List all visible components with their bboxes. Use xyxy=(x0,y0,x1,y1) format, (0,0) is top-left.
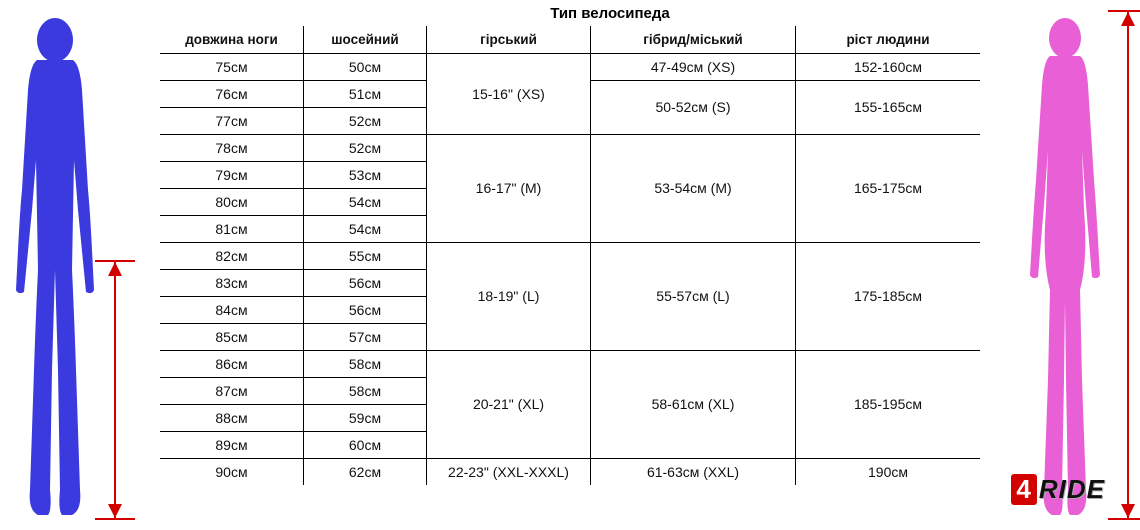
cell-leg: 80см xyxy=(160,188,304,215)
cell-mountain: 15-16" (XS) xyxy=(427,53,591,134)
cell-leg: 87см xyxy=(160,377,304,404)
table-title: Тип велосипеда xyxy=(240,5,980,22)
female-silhouette xyxy=(1020,10,1110,520)
cell-road: 58см xyxy=(304,350,427,377)
header-mountain: гірський xyxy=(427,26,591,53)
cell-road: 56см xyxy=(304,296,427,323)
cell-leg: 89см xyxy=(160,431,304,458)
cell-road: 52см xyxy=(304,134,427,161)
header-height: ріст людини xyxy=(796,26,981,53)
cell-leg: 81см xyxy=(160,215,304,242)
header-leg: довжина ноги xyxy=(160,26,304,53)
table-header-row: довжина ноги шосейний гірський гібрид/мі… xyxy=(160,26,980,53)
cell-leg: 79см xyxy=(160,161,304,188)
cell-leg: 75см xyxy=(160,53,304,80)
cell-mountain: 20-21" (XL) xyxy=(427,350,591,458)
cell-road: 59см xyxy=(304,404,427,431)
cell-road: 53см xyxy=(304,161,427,188)
cell-leg: 86см xyxy=(160,350,304,377)
header-hybrid: гібрид/міський xyxy=(591,26,796,53)
cell-leg: 78см xyxy=(160,134,304,161)
cell-road: 50см xyxy=(304,53,427,80)
cell-height: 165-175см xyxy=(796,134,981,242)
cell-leg: 88см xyxy=(160,404,304,431)
height-arrow xyxy=(1115,10,1140,520)
table-row: 75см50см15-16" (XS)47-49см (XS)152-160см xyxy=(160,53,980,80)
cell-height: 152-160см xyxy=(796,53,981,80)
cell-hybrid: 47-49см (XS) xyxy=(591,53,796,80)
cell-road: 54см xyxy=(304,188,427,215)
cell-leg: 82см xyxy=(160,242,304,269)
cell-road: 56см xyxy=(304,269,427,296)
male-silhouette xyxy=(10,10,100,520)
logo: 4RIDE xyxy=(1011,474,1105,505)
cell-hybrid: 55-57см (L) xyxy=(591,242,796,350)
cell-mountain: 18-19" (L) xyxy=(427,242,591,350)
cell-hybrid: 53-54см (M) xyxy=(591,134,796,242)
header-road: шосейний xyxy=(304,26,427,53)
cell-road: 60см xyxy=(304,431,427,458)
cell-road: 62см xyxy=(304,458,427,485)
cell-road: 51см xyxy=(304,80,427,107)
table-row: 78см52см16-17" (M)53-54см (M)165-175см xyxy=(160,134,980,161)
logo-text: RIDE xyxy=(1039,474,1105,504)
table-row: 86см58см20-21" (XL)58-61см (XL)185-195см xyxy=(160,350,980,377)
cell-road: 57см xyxy=(304,323,427,350)
cell-leg: 77см xyxy=(160,107,304,134)
size-table-container: Тип велосипеда довжина ноги шосейний гір… xyxy=(160,5,980,485)
cell-mountain: 16-17" (M) xyxy=(427,134,591,242)
table-row: 90см62см22-23" (XXL-XXXL)61-63см (XXL)19… xyxy=(160,458,980,485)
cell-road: 58см xyxy=(304,377,427,404)
cell-leg: 90см xyxy=(160,458,304,485)
cell-leg: 84см xyxy=(160,296,304,323)
cell-height: 190см xyxy=(796,458,981,485)
cell-hybrid: 58-61см (XL) xyxy=(591,350,796,458)
cell-hybrid: 61-63см (XXL) xyxy=(591,458,796,485)
cell-leg: 85см xyxy=(160,323,304,350)
size-table: довжина ноги шосейний гірський гібрид/мі… xyxy=(160,26,980,485)
cell-road: 54см xyxy=(304,215,427,242)
cell-mountain: 22-23" (XXL-XXXL) xyxy=(427,458,591,485)
cell-height: 155-165см xyxy=(796,80,981,134)
leg-length-arrow xyxy=(100,260,130,520)
cell-height: 175-185см xyxy=(796,242,981,350)
cell-height: 185-195см xyxy=(796,350,981,458)
cell-road: 55см xyxy=(304,242,427,269)
cell-leg: 83см xyxy=(160,269,304,296)
table-row: 82см55см18-19" (L)55-57см (L)175-185см xyxy=(160,242,980,269)
cell-hybrid: 50-52см (S) xyxy=(591,80,796,134)
logo-number: 4 xyxy=(1011,474,1036,505)
cell-leg: 76см xyxy=(160,80,304,107)
cell-road: 52см xyxy=(304,107,427,134)
